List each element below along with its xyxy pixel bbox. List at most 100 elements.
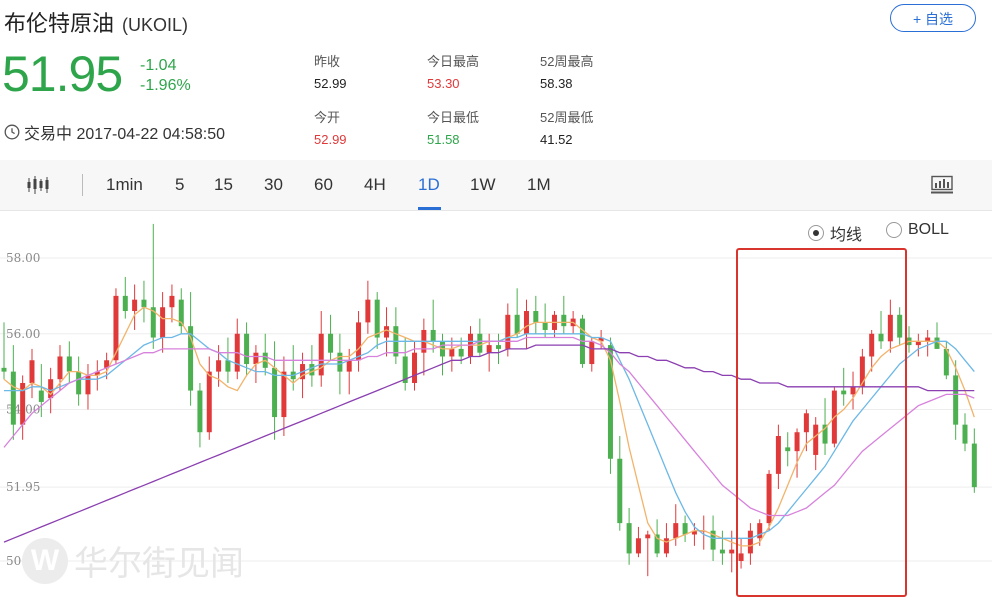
candle-body [626,523,632,554]
period-15[interactable]: 15 [214,175,233,194]
watermark-logo: W [22,537,68,584]
instrument-title: 布伦特原油 (UKOIL) [4,6,188,38]
period-60[interactable]: 60 [314,175,333,194]
candle-body [971,443,977,488]
candle-body [132,299,138,312]
candle-body [449,348,455,357]
candle-body [878,333,884,342]
candle-body [561,314,567,327]
add-to-watchlist-button[interactable]: + 自选 [890,4,976,32]
candle-body [150,307,156,338]
period-30[interactable]: 30 [264,175,283,194]
candlestick-icon[interactable] [26,175,50,195]
stat-open: 今开 52.99 [314,107,347,147]
candle-body [309,364,315,376]
toolbar-divider [82,174,83,196]
candle-body [505,314,511,349]
stat-label: 52周最低 [540,110,594,125]
candle-body [738,553,744,561]
candle-body [710,530,716,550]
candle-body [514,314,520,334]
candle-body [822,424,828,444]
candle-body [803,413,809,433]
candle-body [188,326,194,391]
candle-body [794,432,800,452]
period-5[interactable]: 5 [175,175,185,194]
candle-body [104,360,110,368]
candle-body [617,458,623,524]
candle-body [673,523,679,539]
candle-body [318,333,324,376]
stat-52w-high: 52周最高 58.38 [540,51,593,91]
candle-body [178,299,184,327]
indicator-boll-label: BOLL [908,221,949,238]
candle-body [244,333,250,365]
last-price: 51.95 [2,46,123,102]
candle-body [113,295,119,361]
candle-body [682,523,688,535]
candle-body [458,348,464,357]
candle-body [225,360,231,372]
candle-body [495,345,501,349]
chart-screen-icon[interactable] [930,175,954,195]
instrument-name: 布伦特原油 [4,11,115,36]
period-1w[interactable]: 1W [470,175,496,194]
candle-body [66,356,72,372]
candle-body [953,375,959,425]
candle-body [402,356,408,383]
indicator-ma-label: 均线 [830,227,863,244]
candle-body [477,333,483,353]
indicator-boll-option[interactable]: BOLL [886,221,949,239]
candle-body [654,534,660,554]
candle-body [887,314,893,342]
stat-value: 58.38 [540,76,573,91]
candle-body [533,311,539,323]
candle-body [430,329,436,342]
candle-body [374,299,380,338]
candle-body [523,311,529,334]
candle-body [356,322,362,361]
candle-body [766,473,772,524]
period-1d[interactable]: 1D [418,175,440,194]
stat-value: 41.52 [540,132,573,147]
candle-body [346,360,352,372]
period-1m[interactable]: 1M [527,175,551,194]
candle-body [85,375,91,395]
candle-body [747,530,753,554]
candle-body [384,326,390,338]
candle-body [169,295,175,308]
stat-label: 昨收 [314,54,341,69]
watermark: W 华尔街见闻 [22,536,244,585]
candle-body [542,322,548,330]
radio-selected-icon[interactable] [808,225,824,241]
candle-body [691,530,697,535]
candle-body [915,341,921,346]
candle-body [272,367,278,418]
y-tick-label: 56.00 [6,327,40,341]
candle-body [328,333,334,353]
stat-day-low: 今日最低 51.58 [427,107,479,147]
active-period-indicator [418,207,441,210]
stat-value: 52.99 [314,76,347,91]
y-tick-label: 58.00 [6,251,40,265]
period-4h[interactable]: 4H [364,175,386,194]
period-1min[interactable]: 1min [106,175,143,194]
candle-body [757,523,763,539]
candle-body [850,386,856,395]
candle-body [29,360,35,383]
candle-body [253,352,259,365]
stat-value: 52.99 [314,132,347,147]
candle-body [775,436,781,474]
indicator-ma-option[interactable]: 均线 [808,221,862,245]
watermark-text: 华尔街见闻 [74,544,244,584]
candle-body [943,348,949,376]
candle-body [38,390,44,402]
candle-body [216,360,222,372]
candle-body [607,345,613,459]
candle-body [57,356,63,380]
candle-body [94,371,100,376]
change-percent: -1.96% [140,77,191,94]
candle-body [645,534,651,539]
radio-unselected-icon[interactable] [886,222,902,238]
